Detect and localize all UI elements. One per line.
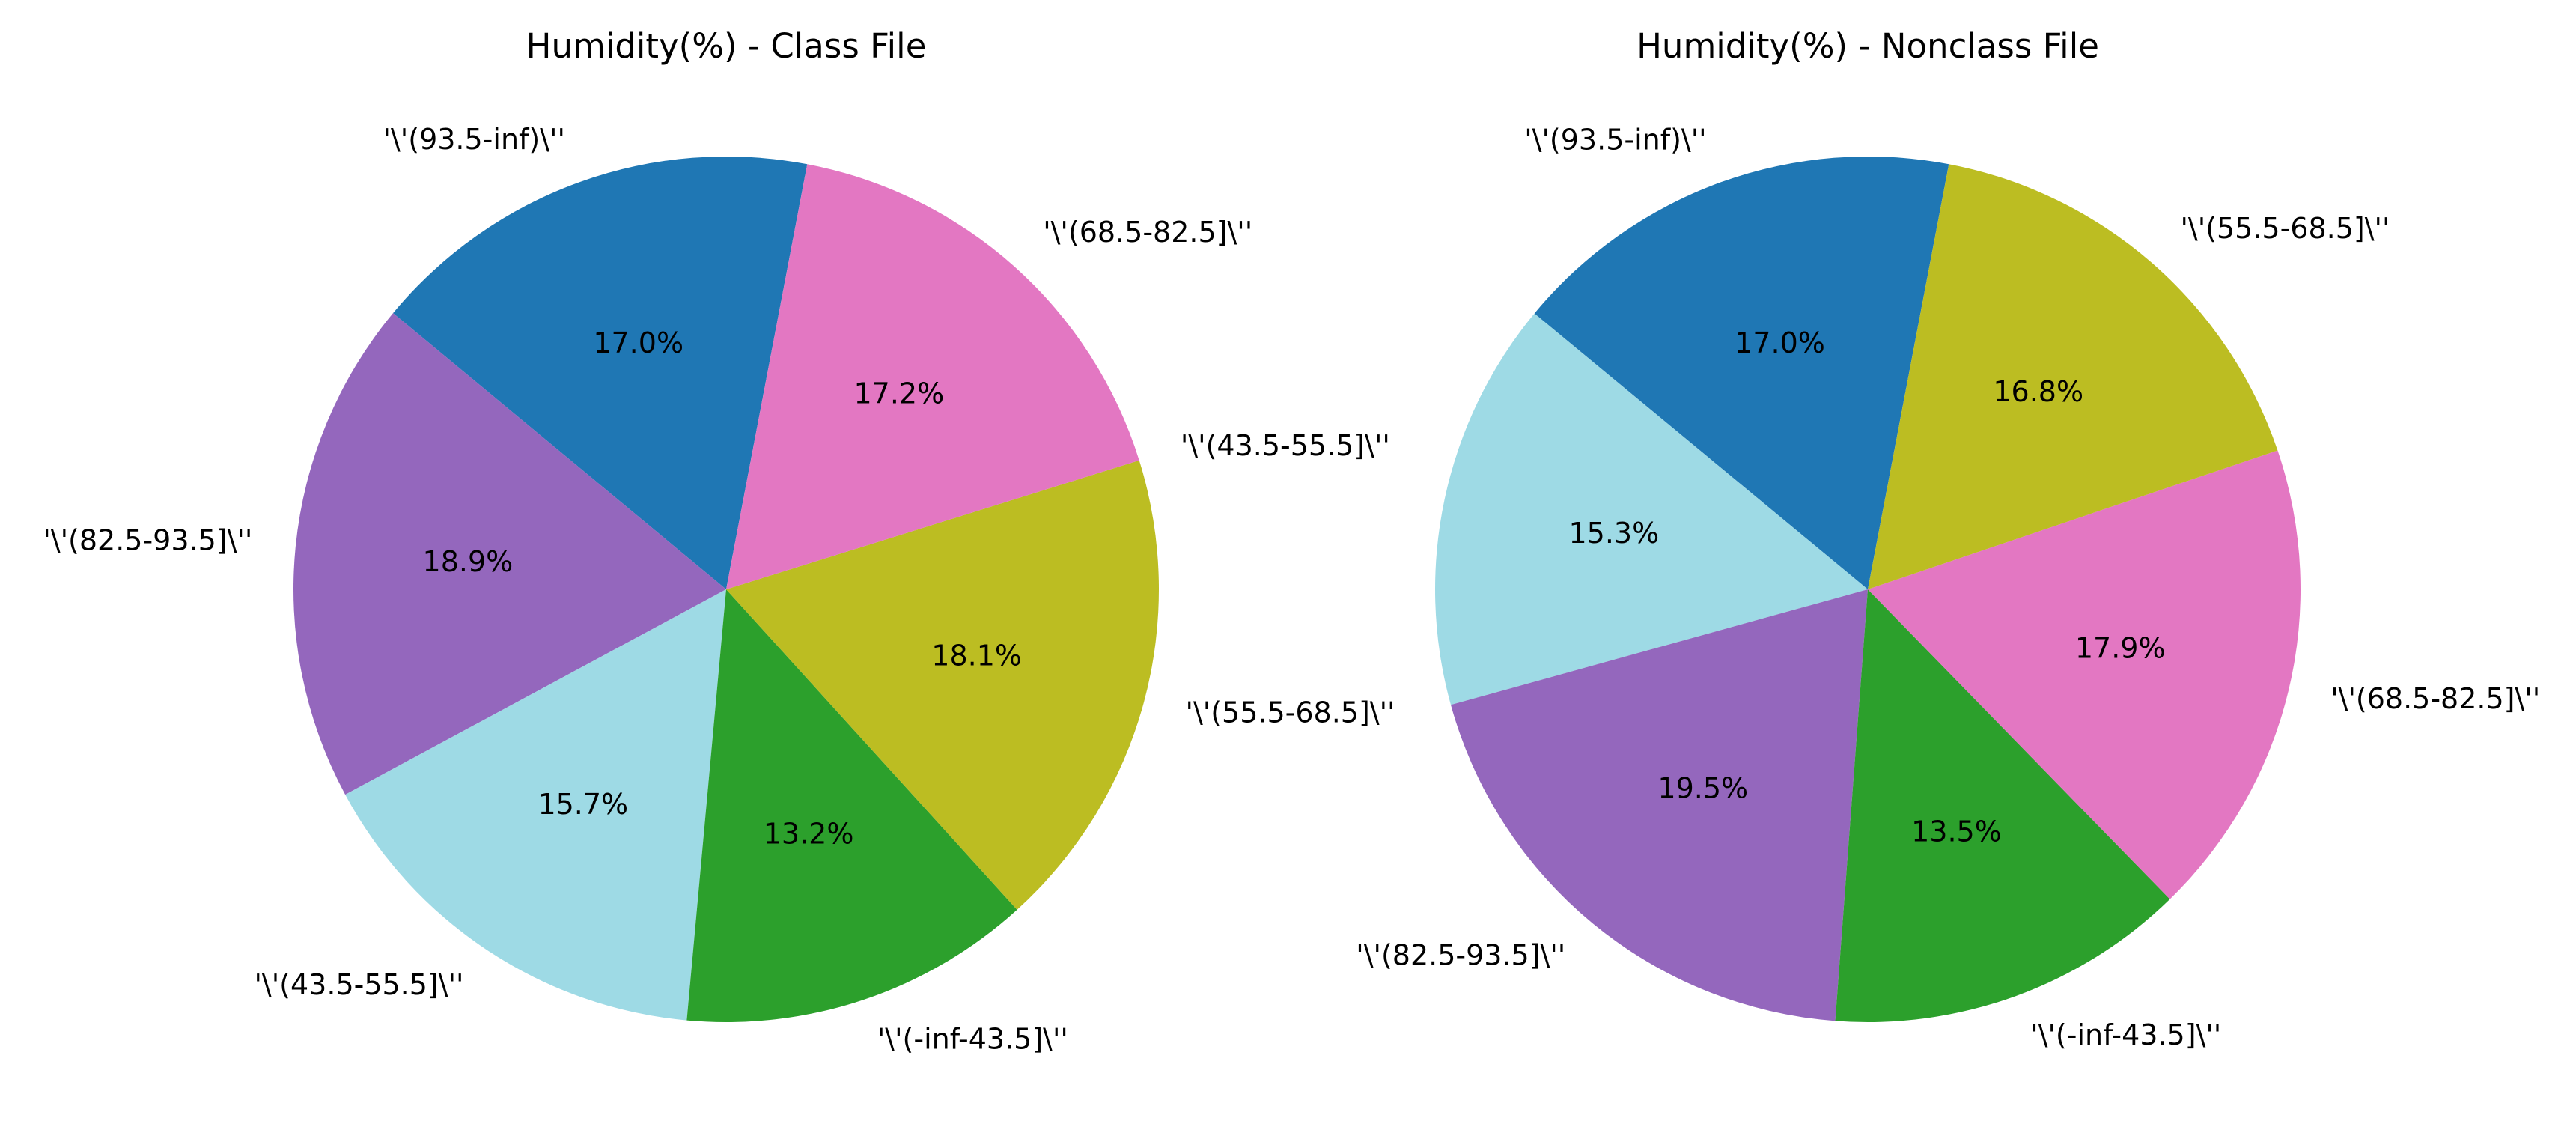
slice-category-label: '\'(93.5-inf)\''	[383, 123, 565, 156]
pie-slice	[686, 589, 1017, 1022]
slice-percent-label: 17.2%	[853, 377, 944, 410]
slice-category-label: '\'(93.5-inf)\''	[1524, 123, 1706, 156]
pie-chart-1: Humidity(%) - Class File 17.0% '\'(93.5-in…	[43, 26, 1395, 1055]
slice-percent-label: 13.5%	[1911, 815, 2002, 848]
slice-category-label: '\'(-inf-43.5]\''	[877, 1022, 1068, 1055]
pie-slice	[293, 313, 726, 795]
slice-percent-label: 19.5%	[1657, 771, 1748, 804]
chart-title: Humidity(%) - Nonclass File	[1636, 26, 2099, 66]
slice-percent-label: 18.1%	[931, 639, 1022, 672]
slice-percent-label: 16.8%	[1993, 375, 2083, 408]
chart-title: Humidity(%) - Class File	[526, 26, 927, 66]
slice-percent-label: 15.3%	[1568, 517, 1659, 550]
pie-slice	[345, 589, 726, 1021]
pie-slice	[1868, 450, 2301, 899]
pie-slice	[726, 460, 1159, 910]
slice-percent-label: 17.0%	[1735, 326, 1825, 359]
slice-category-label: '\'(43.5-55.5]\''	[1181, 429, 1390, 462]
pie-slice	[1835, 589, 2170, 1022]
slice-percent-label: 15.7%	[538, 788, 628, 821]
pie-slice	[726, 164, 1139, 589]
slice-category-label: '\'(82.5-93.5]\''	[43, 524, 252, 557]
slice-category-label: '\'(55.5-68.5]\''	[2180, 212, 2390, 245]
slice-percent-label: 18.9%	[423, 545, 514, 578]
pie-slice	[1435, 313, 1868, 705]
slice-percent-label: 17.9%	[2075, 631, 2166, 664]
slice-percent-label: 17.0%	[593, 326, 683, 359]
slice-category-label: '\'(68.5-82.5]\''	[1043, 216, 1252, 249]
pie-chart-2: Humidity(%) - Nonclass File 17.0% '\'(93.5…	[1356, 26, 2540, 1051]
slice-category-label: '\'(68.5-82.5]\''	[2330, 682, 2540, 715]
pie-slice	[1868, 164, 2278, 589]
slice-category-label: '\'(82.5-93.5]\''	[1356, 939, 1565, 972]
slice-percent-label: 13.2%	[764, 817, 854, 850]
slice-category-label: '\'(-inf-43.5]\''	[2030, 1018, 2221, 1051]
pie-slice	[393, 157, 808, 589]
pie-slice	[1534, 157, 1949, 590]
slice-category-label: '\'(55.5-68.5]\''	[1186, 696, 1395, 729]
pie-slice	[1450, 589, 1868, 1021]
slice-category-label: '\'(43.5-55.5]\''	[254, 968, 463, 1001]
